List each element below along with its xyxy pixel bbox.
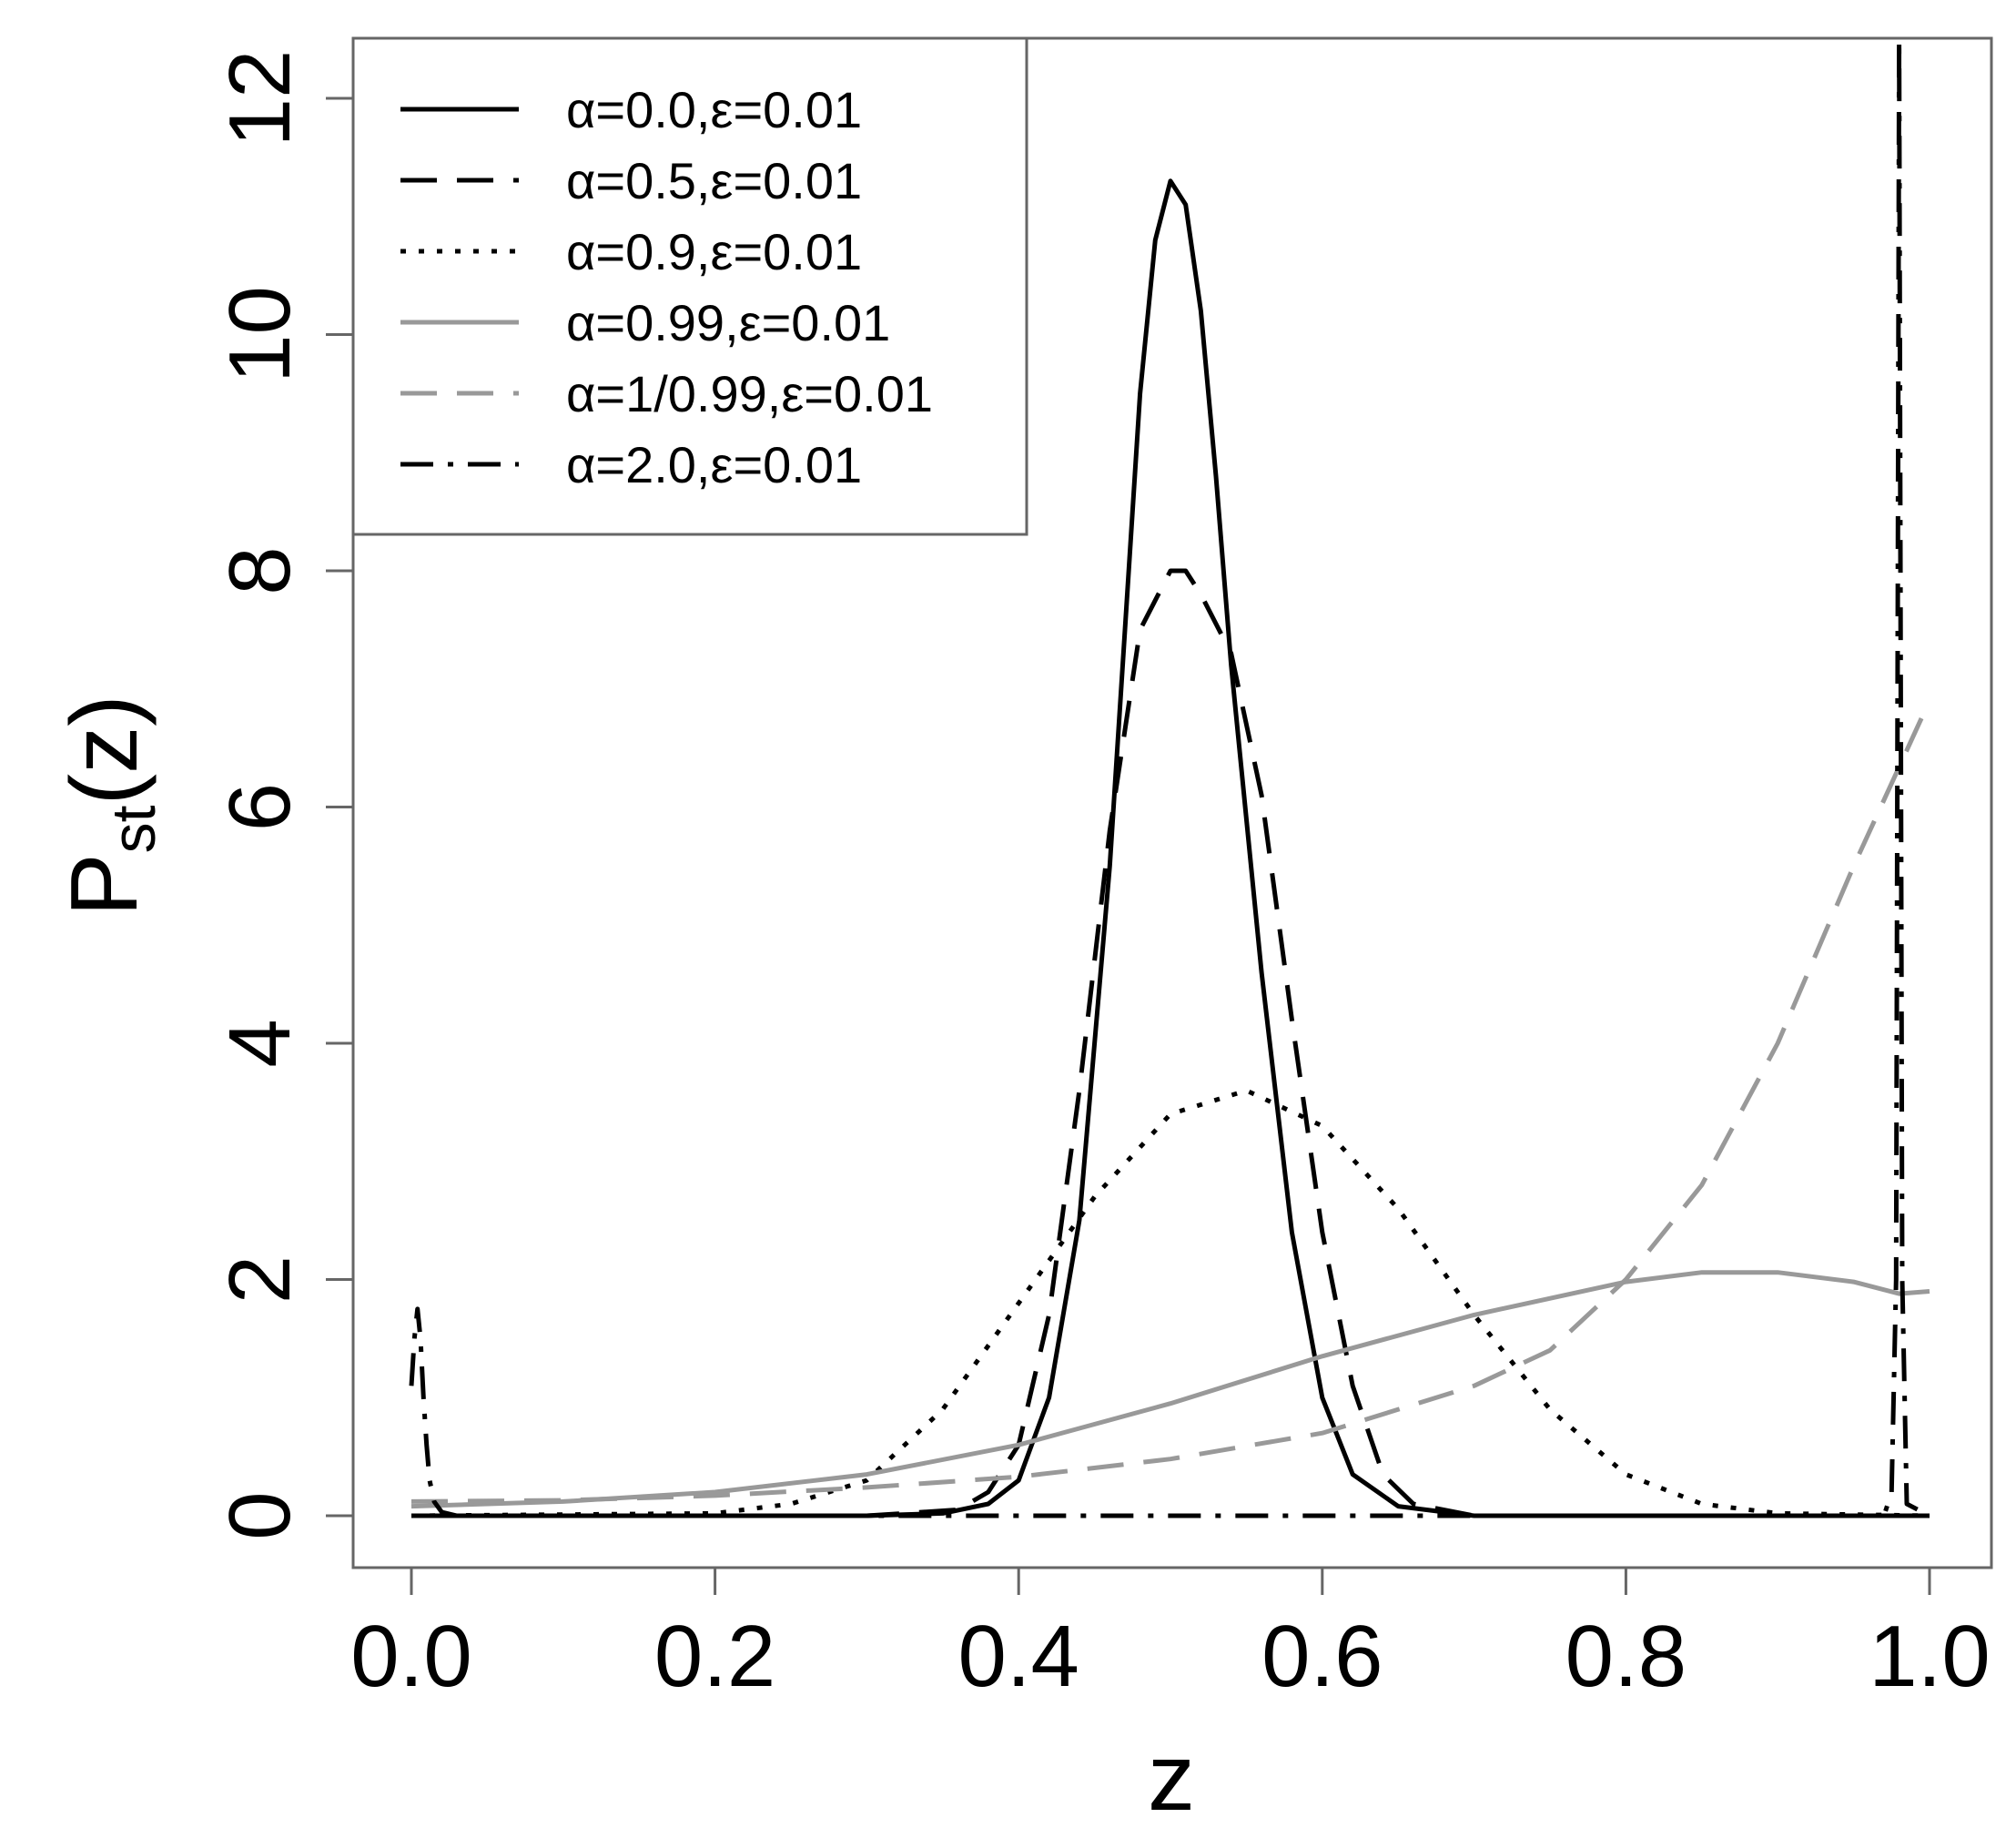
legend-label: α=2.0,ε=0.01 <box>566 436 862 493</box>
x-tick-label: 0.8 <box>1565 1608 1687 1705</box>
y-tick-label: 6 <box>211 783 309 831</box>
y-axis-title-tail: (z) <box>52 695 157 805</box>
x-tick-label: 0.4 <box>957 1608 1079 1705</box>
y-tick-label: 4 <box>211 1019 309 1067</box>
y-tick-label: 8 <box>211 546 309 594</box>
x-tick-label: 0.2 <box>654 1608 775 1705</box>
y-axis-title-sub: st <box>99 805 168 853</box>
legend-label: α=0.9,ε=0.01 <box>566 223 862 280</box>
legend-label: α=0.99,ε=0.01 <box>566 294 890 351</box>
x-tick-label: 0.6 <box>1261 1608 1383 1705</box>
x-tick-label: 1.0 <box>1869 1608 1990 1705</box>
y-axis-title-main: P <box>52 853 157 916</box>
y-tick-label: 10 <box>211 286 309 383</box>
y-tick-label: 2 <box>211 1255 309 1304</box>
series-line-5 <box>410 699 1932 1504</box>
x-tick-label: 0.0 <box>350 1608 471 1705</box>
legend-label: α=1/0.99,ε=0.01 <box>566 365 933 422</box>
legend-box <box>351 36 1028 536</box>
y-tick-label: 12 <box>211 50 309 147</box>
series-line-3 <box>410 1088 1930 1518</box>
legend-label: α=0.5,ε=0.01 <box>566 152 862 209</box>
legend-label: α=0.0,ε=0.01 <box>566 81 862 138</box>
y-tick-label: 0 <box>211 1491 309 1539</box>
x-axis-title: z <box>1148 1725 1195 1831</box>
svg-text:Pst(z): Pst(z) <box>52 695 168 917</box>
y-axis: 0 2 4 6 8 10 12 <box>211 50 355 1540</box>
series-line-2 <box>411 568 1930 1518</box>
y-axis-title: Pst(z) <box>52 695 168 917</box>
legend: α=0.0,ε=0.01 α=0.5,ε=0.01 α=0.9,ε=0.01 α=0.… <box>351 36 1028 536</box>
series-line-4 <box>410 1270 1930 1509</box>
x-axis: 0.0 0.2 0.4 0.6 0.8 1.0 <box>350 1566 1991 1705</box>
series-layer <box>409 36 1932 1518</box>
series-line-1 <box>411 178 1930 1518</box>
series-line-6 <box>409 36 1931 1518</box>
